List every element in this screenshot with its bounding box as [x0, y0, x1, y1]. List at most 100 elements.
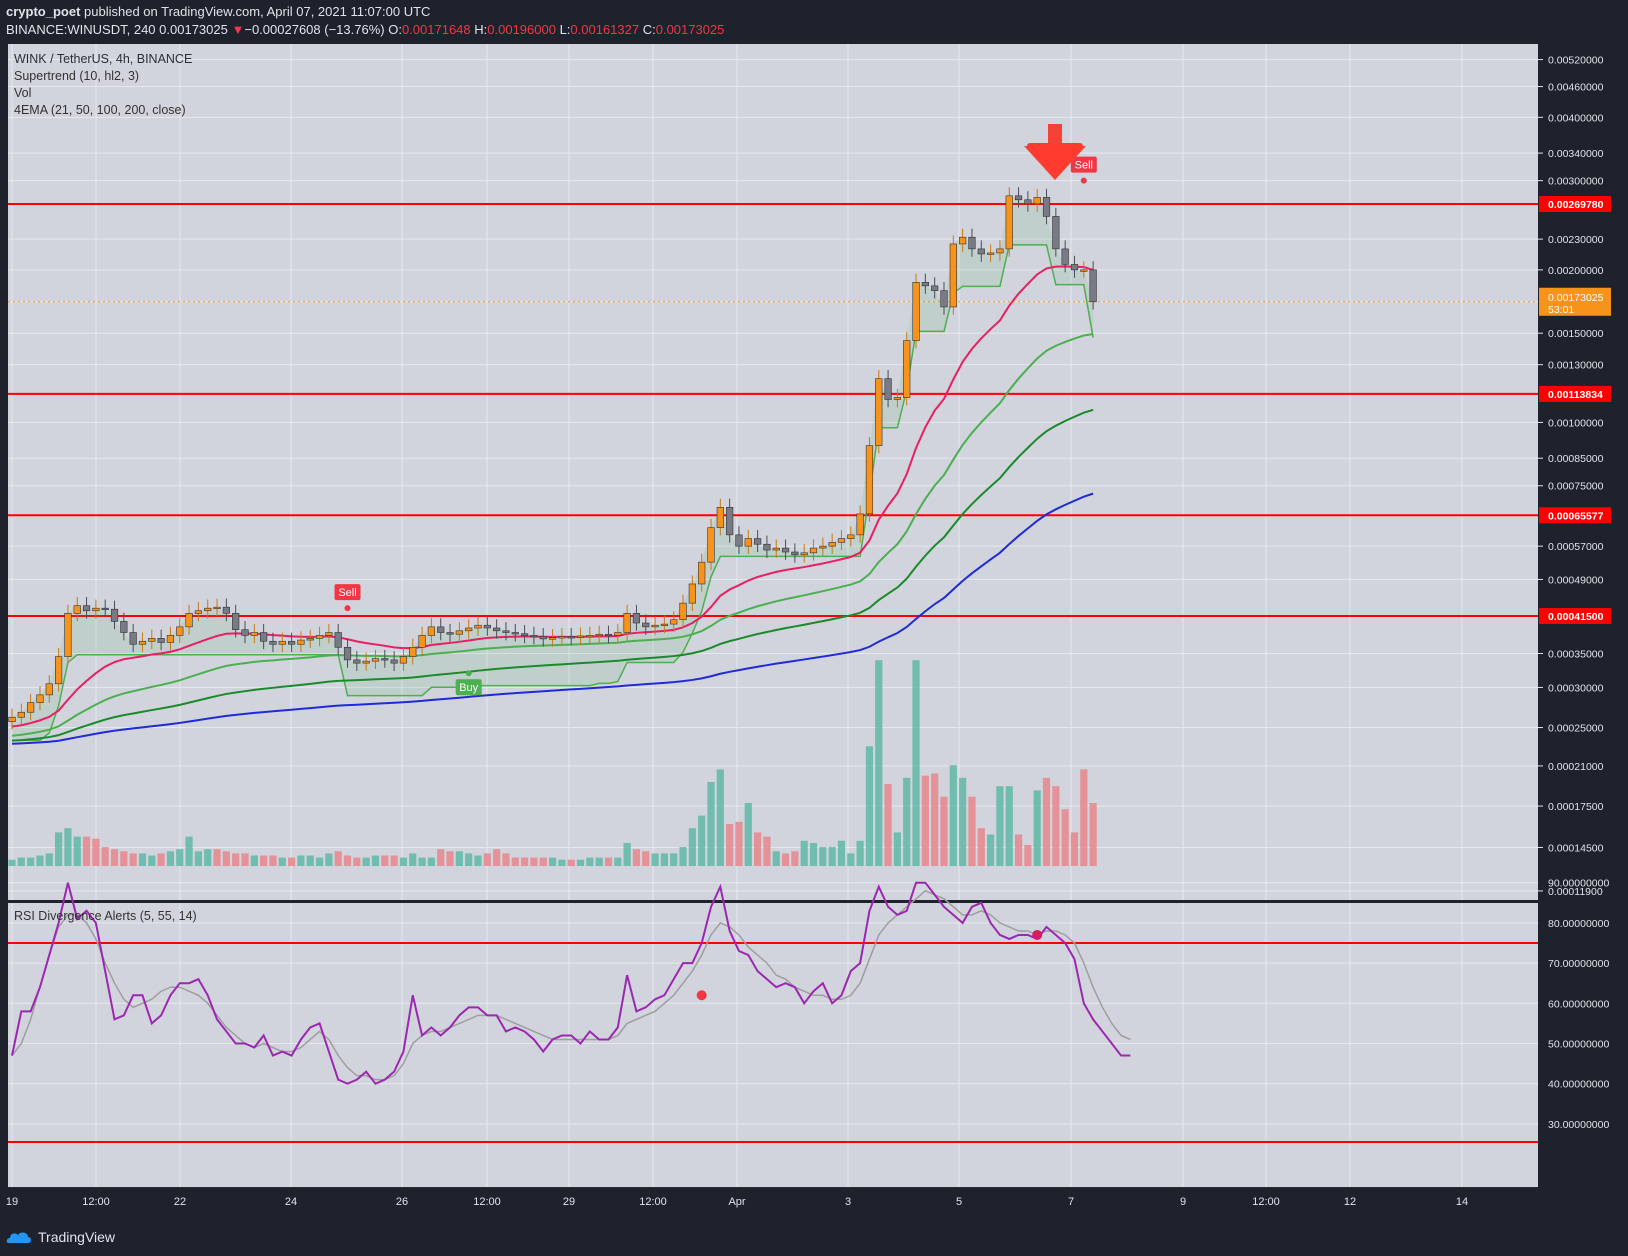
candle-body: [222, 606, 230, 614]
volume-bar: [353, 857, 361, 866]
volume-bar: [129, 853, 137, 866]
volume-bar: [511, 857, 519, 866]
y-tick-label: 0.00200000: [1548, 265, 1604, 277]
volume-bar: [1052, 786, 1060, 866]
close-label: C:: [642, 22, 656, 37]
candle-body: [744, 538, 752, 547]
volume-bar: [390, 855, 398, 866]
candle-body: [45, 683, 53, 696]
signal-label-text: Buy: [459, 682, 478, 694]
volume-bar: [912, 660, 920, 866]
candle-body: [110, 608, 119, 622]
legend-ema[interactable]: 4EMA (21, 50, 100, 200, close): [14, 103, 186, 117]
y-tick-label: 0.00113834: [1548, 389, 1603, 401]
last-price: 0.00173025: [159, 22, 228, 37]
volume-bar: [1080, 769, 1088, 866]
time-axis[interactable]: 19 12:00 22 24 26 12:00 29 12:00 Apr 3 5 7 9 12:00 12 1…: [6, 1196, 1468, 1208]
volume-bar: [716, 769, 724, 866]
countdown-label: 53:01: [1548, 304, 1574, 316]
volume-bar: [409, 853, 417, 866]
legend-symbol[interactable]: WINK / TetherUS, 4h, BINANCE: [14, 52, 193, 66]
signal-labels: Sell Buy Sell: [334, 156, 1097, 696]
volume-bar: [306, 855, 314, 866]
volume-bar: [968, 796, 976, 866]
candle-body: [586, 635, 594, 638]
volume-bar: [45, 853, 53, 866]
ema-100-line: [11, 408, 1094, 742]
volume-bar: [539, 857, 547, 866]
legend-rsi[interactable]: RSI Divergence Alerts (5, 55, 14): [14, 909, 197, 923]
y-tick-label: 0.00057000: [1548, 541, 1604, 553]
volume-bar: [278, 857, 286, 866]
volume-bar: [288, 857, 296, 866]
candle-body: [772, 547, 780, 551]
volume-bar: [949, 765, 957, 866]
legend-supertrend[interactable]: Supertrend (10, hl2, 3): [14, 69, 140, 83]
candle-body: [176, 626, 184, 636]
symbol-info: BINANCE:WINUSDT, 240: [6, 22, 156, 37]
horizontal-levels[interactable]: [8, 203, 1538, 1143]
volume-bar: [772, 851, 780, 866]
candle-body: [977, 248, 985, 255]
cloud-logo-icon: [6, 1232, 32, 1243]
candle-body: [520, 633, 529, 636]
volume-bar: [241, 853, 249, 866]
volume-bar: [865, 746, 874, 866]
candle-body: [8, 716, 16, 722]
volume-bar: [110, 849, 119, 866]
volume-bar: [959, 777, 967, 866]
candle-body: [157, 638, 165, 643]
price-axis[interactable]: 0.00520000 0.00460000 0.00400000 0.00340000…: [1538, 55, 1611, 1131]
candle-body: [1070, 264, 1079, 271]
x-tick-label: 12: [1344, 1196, 1356, 1208]
candle-body: [1080, 269, 1088, 272]
y-tick-label: 0.00150000: [1548, 328, 1604, 340]
volume-bar: [204, 849, 212, 866]
candle-body: [343, 646, 352, 661]
legend-volume[interactable]: Vol: [14, 86, 32, 100]
volume-bar: [381, 855, 389, 866]
level-price-tag: [1539, 385, 1611, 402]
volume-bar: [670, 853, 678, 866]
candle-body: [269, 640, 277, 645]
volume-bar: [64, 828, 72, 866]
y-tick-label: 0.00030000: [1548, 682, 1604, 694]
volume-bar: [82, 836, 91, 866]
volume-bar: [222, 851, 230, 866]
volume-bar: [996, 786, 1004, 866]
candle-body: [427, 626, 436, 636]
candle-body: [688, 583, 696, 604]
volume-bar: [623, 842, 631, 866]
volume-bars: [8, 660, 1097, 866]
candle-body: [120, 621, 128, 633]
candle-body: [36, 694, 44, 703]
candle-body: [418, 635, 426, 648]
open-value: 0.00171648: [401, 22, 471, 37]
candle-body: [996, 248, 1004, 254]
volume-bar: [55, 832, 63, 866]
y-tick-label: 0.00025000: [1548, 723, 1604, 735]
signal-label-text: Sell: [338, 587, 356, 599]
volume-bar: [567, 859, 575, 866]
volume-bar: [362, 857, 370, 866]
y-tick-label: 0.00085000: [1548, 453, 1604, 465]
volume-bar: [595, 857, 603, 866]
author[interactable]: crypto_poet: [6, 4, 81, 19]
volume-bar: [921, 775, 929, 866]
volume-bar: [120, 851, 128, 866]
published-text: published on TradingView.com, April 07, …: [80, 4, 431, 19]
candle-body: [204, 607, 212, 612]
volume-bar: [521, 857, 529, 866]
candle-body: [1005, 195, 1013, 250]
volume-bar: [427, 857, 435, 866]
tradingview-logo[interactable]: TradingView: [6, 1229, 115, 1245]
candle-body: [968, 236, 976, 250]
candle-body: [959, 236, 967, 245]
candle-body: [781, 547, 790, 553]
x-tick-label: 5: [956, 1196, 962, 1208]
candle-body: [893, 397, 901, 400]
volume-bar: [148, 855, 156, 866]
candle-body: [707, 527, 715, 563]
y-tick-label: 0.00460000: [1548, 82, 1604, 94]
